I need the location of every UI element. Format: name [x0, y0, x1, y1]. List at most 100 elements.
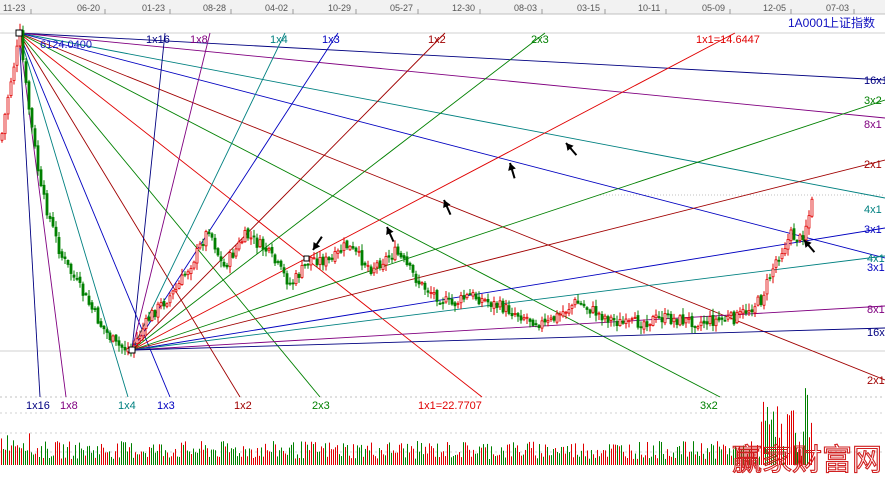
volume-bar: [237, 456, 238, 465]
candle-body: [723, 319, 727, 322]
candle-body: [432, 292, 436, 295]
candle-body: [87, 295, 91, 305]
candle-body: [3, 113, 7, 135]
bottom-fan-flat-line: [131, 99, 885, 351]
volume-bar: [419, 451, 420, 465]
candle-body: [222, 261, 226, 267]
volume-bar: [233, 449, 234, 465]
volume-bar: [349, 455, 350, 465]
candle-body: [684, 317, 688, 324]
candle-body: [411, 264, 415, 273]
volume-bar: [795, 432, 796, 465]
volume-bar: [679, 446, 680, 465]
volume-bar: [671, 456, 672, 465]
volume-bar: [519, 452, 520, 465]
high-anchor-handle[interactable]: [15, 29, 23, 37]
volume-bar: [765, 420, 766, 465]
candle-body: [789, 229, 793, 242]
volume-bar: [555, 448, 556, 465]
volume-bar: [801, 455, 802, 465]
volume-bar: [325, 443, 326, 465]
bottom-fan-flat-line: [131, 327, 885, 351]
volume-bar: [653, 445, 654, 465]
candlestick-series: [0, 23, 814, 358]
volume-bar: [501, 447, 502, 465]
volume-bar: [333, 449, 334, 465]
candle-body: [180, 274, 184, 285]
candle-body: [678, 315, 682, 326]
volume-bar: [75, 444, 76, 465]
candle-body: [549, 317, 553, 320]
candle-body: [36, 145, 40, 172]
candle-body: [192, 261, 196, 269]
volume-bar: [161, 444, 162, 465]
volume-bar: [709, 452, 710, 465]
candle-body: [543, 318, 547, 323]
candle-body: [246, 228, 250, 239]
bottom-fan-label: 1x3: [157, 400, 175, 412]
low-anchor-handle[interactable]: [128, 346, 136, 354]
candle-body: [234, 248, 238, 257]
candle-body: [438, 302, 442, 305]
candle-body: [573, 299, 577, 306]
candle-body: [528, 318, 532, 322]
candle-body: [726, 315, 730, 320]
volume-bar: [673, 452, 674, 465]
volume-bar: [267, 450, 268, 465]
candle-body: [624, 318, 628, 325]
volume-bar: [169, 457, 170, 465]
candle-body: [345, 240, 349, 249]
volume-bar: [753, 452, 754, 465]
candle-body: [465, 294, 469, 299]
volume-bar: [397, 452, 398, 465]
volume-bar: [491, 446, 492, 465]
volume-bar: [687, 456, 688, 465]
volume-bar: [505, 457, 506, 465]
candle-body: [720, 317, 724, 320]
candle-body: [111, 335, 115, 342]
volume-bar: [513, 442, 514, 465]
arrow-head: [508, 163, 516, 171]
candle-body: [336, 250, 340, 254]
volume-bar: [697, 451, 698, 465]
touch-point-marker[interactable]: [303, 255, 310, 262]
top-fan-right-label: 4x1: [864, 204, 882, 216]
volume-bar: [417, 441, 418, 465]
volume-bar: [47, 448, 48, 465]
volume-bar: [391, 452, 392, 465]
candle-body: [162, 300, 166, 307]
volume-bar: [185, 441, 186, 465]
candle-body: [159, 302, 163, 307]
candle-body: [309, 256, 313, 266]
candle-body: [33, 128, 37, 147]
volume-bar: [335, 447, 336, 465]
candle-body: [390, 257, 394, 260]
volume-bar: [649, 458, 650, 465]
volume-bar: [99, 454, 100, 465]
volume-bar: [657, 458, 658, 465]
volume-bar: [79, 442, 80, 465]
volume-bar: [153, 444, 154, 465]
candle-body: [660, 317, 664, 323]
volume-bar: [563, 446, 564, 465]
volume-bar: [337, 445, 338, 465]
candle-body: [414, 273, 418, 283]
volume-bar: [643, 457, 644, 465]
candle-body: [498, 300, 502, 308]
candle-body: [525, 316, 529, 319]
volume-bar: [471, 456, 472, 465]
volume-bar: [577, 454, 578, 465]
volume-bar: [245, 449, 246, 465]
volume-bar: [385, 455, 386, 465]
candle-body: [693, 326, 697, 328]
bottom-fan-steep-line: [131, 32, 339, 351]
symbol-code: 1A0001: [788, 16, 830, 30]
candle-body: [195, 248, 199, 264]
candle-body: [321, 256, 325, 266]
volume-bar: [611, 448, 612, 465]
candle-body: [255, 237, 259, 248]
volume-bar: [705, 458, 706, 465]
candle-body: [462, 295, 466, 300]
